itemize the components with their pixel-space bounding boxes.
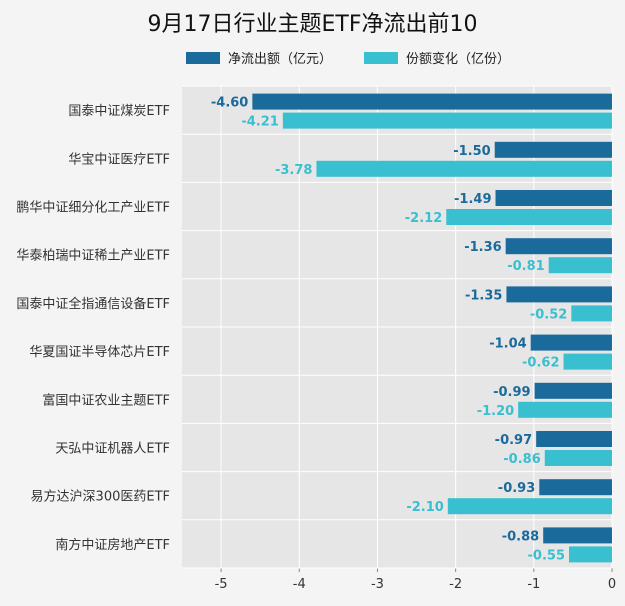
x-tick-label: 0 [608, 577, 616, 592]
bar-share-change [316, 160, 612, 177]
bar-net-outflow [536, 431, 612, 447]
data-label-share-change: -1.20 [477, 404, 514, 419]
data-label-net-outflow: -0.99 [493, 385, 530, 400]
data-label-share-change: -2.10 [406, 500, 443, 515]
data-label-net-outflow: -1.36 [464, 240, 501, 255]
data-label-net-outflow: -1.04 [489, 337, 526, 352]
data-label-share-change: -2.12 [405, 211, 442, 226]
bar-share-change [569, 546, 612, 563]
bar-net-outflow [494, 141, 612, 158]
bar-share-change [544, 450, 612, 466]
data-label-share-change: -0.52 [530, 307, 567, 322]
category-label: 富国中证农业主题ETF [42, 392, 170, 408]
data-label-share-change: -0.86 [503, 452, 540, 467]
x-tick-label: -1 [527, 577, 540, 592]
bar-net-outflow [530, 334, 612, 351]
data-label-share-change: -0.55 [528, 548, 565, 563]
category-label: 南方中证房地产ETF [55, 537, 170, 553]
legend-swatch-net-outflow [186, 51, 220, 64]
bar-net-outflow [495, 190, 612, 206]
bar-share-change [518, 401, 612, 418]
bar-net-outflow [505, 238, 612, 255]
category-label: 华夏国证半导体芯片ETF [29, 345, 170, 360]
data-label-share-change: -4.21 [241, 115, 278, 130]
x-tick-label: -4 [293, 577, 306, 592]
legend-item-share-change: 份额变化（亿份） [364, 48, 510, 67]
data-label-net-outflow: -0.97 [495, 433, 532, 448]
category-label: 国泰中证全指通信设备ETF [16, 296, 170, 312]
category-label: 国泰中证煤炭ETF [68, 104, 170, 119]
bar-net-outflow [252, 93, 612, 110]
legend-label-net-outflow: 净流出额（亿元） [228, 52, 333, 67]
x-tick-label: -5 [215, 577, 228, 592]
data-label-share-change: -0.62 [522, 356, 559, 371]
bar-share-change [571, 305, 612, 322]
data-label-share-change: -0.81 [507, 259, 544, 274]
bar-net-outflow [539, 479, 612, 496]
data-label-net-outflow: -1.49 [454, 192, 491, 207]
bar-net-outflow [534, 382, 612, 399]
category-label: 天弘中证机器人ETF [55, 442, 170, 457]
bar-share-change [282, 112, 612, 129]
data-label-net-outflow: -1.35 [465, 288, 502, 303]
data-label-net-outflow: -0.88 [502, 529, 539, 544]
data-label-net-outflow: -1.50 [453, 144, 490, 159]
x-tick-label: -2 [449, 577, 462, 592]
category-label: 华宝中证医疗ETF [68, 152, 170, 167]
legend: 净流出额（亿元） 份额变化（亿份） [0, 48, 625, 70]
bar-net-outflow [543, 527, 612, 544]
category-label: 华泰柏瑞中证稀土产业ETF [16, 249, 170, 264]
bar-share-change [548, 257, 612, 274]
bar-share-change [563, 353, 612, 370]
data-label-net-outflow: -0.93 [498, 481, 535, 496]
legend-swatch-share-change [364, 51, 398, 64]
category-label: 易方达沪深300医药ETF [31, 489, 170, 505]
data-label-share-change: -3.78 [275, 163, 312, 178]
chart-title: 9月17日行业主题ETF净流出前10 [147, 12, 478, 37]
legend-label-share-change: 份额变化（亿份） [406, 52, 511, 67]
legend-item-net-outflow: 净流出额（亿元） [186, 48, 332, 67]
bar-net-outflow [506, 286, 612, 303]
x-tick-label: -3 [371, 577, 384, 592]
bar-share-change [446, 209, 612, 225]
bar-share-change [447, 498, 612, 515]
category-label: 鹏华中证细分化工产业ETF [16, 201, 170, 216]
data-label-net-outflow: -4.60 [211, 96, 248, 111]
